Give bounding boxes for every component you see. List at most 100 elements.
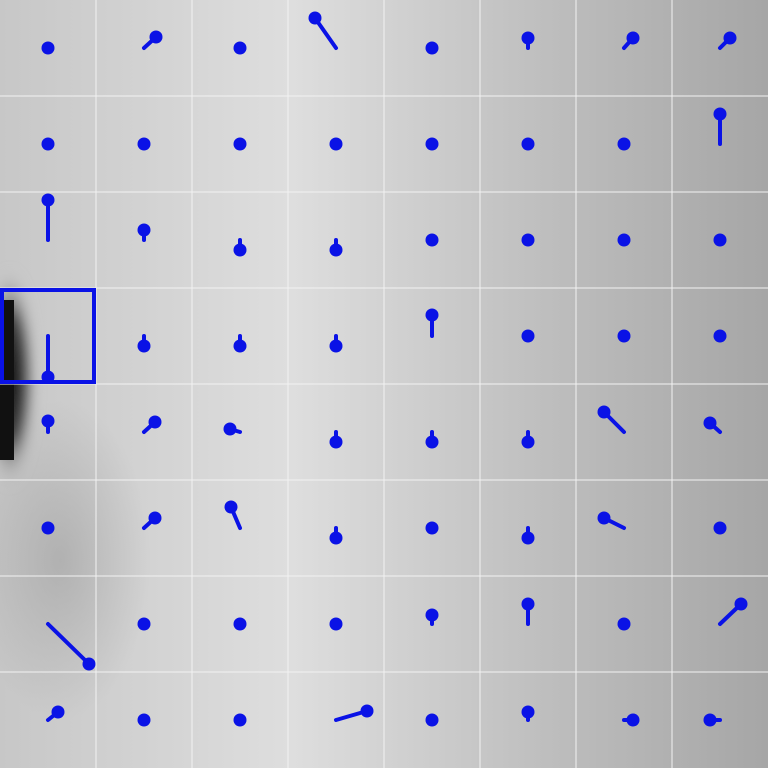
flow-vector-head — [308, 11, 322, 25]
flow-vector-head — [233, 41, 247, 55]
flow-vector-r3-c3 — [329, 334, 343, 353]
flow-vector-head — [626, 713, 640, 727]
flow-vector-head — [233, 243, 247, 257]
flow-vector-head — [329, 243, 343, 257]
flow-vector-head — [360, 704, 374, 718]
flow-vector-head — [521, 137, 535, 151]
flow-vector-head — [723, 31, 737, 45]
flow-vector-head — [425, 608, 439, 622]
flow-vector-r3-c4 — [425, 308, 439, 338]
flow-vector-shaft — [46, 622, 91, 666]
flow-vector-head — [137, 339, 151, 353]
flow-vector-head — [425, 233, 439, 247]
flow-vector-head — [329, 339, 343, 353]
flow-vector-r7-c3 — [334, 704, 374, 722]
flow-vector-head — [223, 422, 237, 436]
flow-vector-r3-c7 — [713, 329, 727, 343]
flow-vector-head — [713, 233, 727, 247]
flow-vector-r4-c5 — [521, 430, 535, 449]
flow-vector-head — [521, 597, 535, 611]
flow-vector-r2-c1 — [137, 223, 151, 242]
flow-vector-head — [41, 193, 55, 207]
flow-vector-r7-c4 — [425, 713, 439, 727]
flow-vector-r1-c5 — [521, 137, 535, 151]
flow-vector-head — [224, 500, 238, 514]
flow-vector-head — [233, 617, 247, 631]
flow-vector-r1-c7 — [713, 107, 727, 146]
flow-vector-head — [425, 435, 439, 449]
flow-vector-head — [51, 705, 65, 719]
flow-vector-head — [425, 713, 439, 727]
flow-vector-r6-c1 — [137, 617, 151, 631]
flow-vector-r1-c2 — [233, 137, 247, 151]
flow-vector-r7-c0 — [46, 705, 65, 722]
flow-vector-r6-c0 — [46, 622, 96, 671]
flow-vector-r6-c7 — [718, 597, 748, 626]
flow-vector-r4-c6 — [597, 405, 626, 434]
flow-vector-r1-c3 — [329, 137, 343, 151]
flow-vector-r0-c4 — [425, 41, 439, 55]
flow-vector-r0-c3 — [308, 11, 338, 50]
flow-vector-head — [425, 308, 439, 322]
flow-vector-r4-c1 — [142, 415, 162, 434]
flow-vector-r5-c4 — [425, 521, 439, 535]
flow-vector-head — [521, 31, 535, 45]
flow-vector-r0-c7 — [718, 31, 737, 50]
flow-vector-r4-c4 — [425, 430, 439, 449]
flow-vector-r5-c5 — [521, 526, 535, 545]
flow-vector-r6-c2 — [233, 617, 247, 631]
flow-vector-head — [41, 370, 55, 384]
flow-vector-r5-c7 — [713, 521, 727, 535]
flow-vector-head — [597, 405, 611, 419]
flow-vector-head — [734, 597, 748, 611]
flow-vector-head — [41, 521, 55, 535]
flow-vector-head — [626, 31, 640, 45]
flow-vector-head — [713, 521, 727, 535]
flow-vector-head — [233, 713, 247, 727]
flow-vector-r5-c6 — [597, 511, 626, 530]
flow-vector-r0-c5 — [521, 31, 535, 50]
flow-vector-r5-c3 — [329, 526, 343, 545]
flow-vector-r6-c3 — [329, 617, 343, 631]
flow-vector-r4-c0 — [41, 414, 55, 434]
flow-vector-head — [703, 416, 717, 430]
flow-vector-r1-c1 — [137, 137, 151, 151]
flow-vector-head — [521, 233, 535, 247]
flow-vector-r2-c3 — [329, 238, 343, 257]
flow-vector-head — [41, 414, 55, 428]
flow-vector-r2-c6 — [617, 233, 631, 247]
flow-vector-r1-c0 — [41, 137, 55, 151]
flow-vector-r0-c2 — [233, 41, 247, 55]
flow-vector-r2-c0 — [41, 193, 55, 242]
flow-vector-head — [617, 617, 631, 631]
flow-vector-head — [41, 137, 55, 151]
flow-vector-head — [329, 137, 343, 151]
flow-vector-head — [597, 511, 611, 525]
flow-vector-r1-c4 — [425, 137, 439, 151]
flow-vector-r7-c1 — [137, 713, 151, 727]
flow-vector-head — [41, 41, 55, 55]
flow-vector-head — [713, 329, 727, 343]
flow-vector-r2-c4 — [425, 233, 439, 247]
flow-vector-r2-c5 — [521, 233, 535, 247]
flow-vector-head — [329, 617, 343, 631]
flow-vector-head — [137, 137, 151, 151]
flow-vector-head — [148, 511, 162, 525]
flow-vector-head — [713, 107, 727, 121]
flow-vector-r0-c6 — [622, 31, 640, 50]
flow-vector-r0-c0 — [41, 41, 55, 55]
flow-vector-r5-c0 — [41, 521, 55, 535]
flow-vector-head — [329, 531, 343, 545]
flow-vector-r5-c2 — [224, 500, 242, 530]
flow-vector-r4-c3 — [329, 430, 343, 449]
flow-vector-r0-c1 — [142, 30, 163, 50]
flow-vector-r7-c5 — [521, 705, 535, 722]
flow-vector-r3-c2 — [233, 334, 247, 353]
flow-vector-r4-c2 — [223, 422, 242, 436]
flow-vector-head — [82, 657, 96, 671]
flow-vector-head — [617, 137, 631, 151]
flow-vector-head — [425, 137, 439, 151]
